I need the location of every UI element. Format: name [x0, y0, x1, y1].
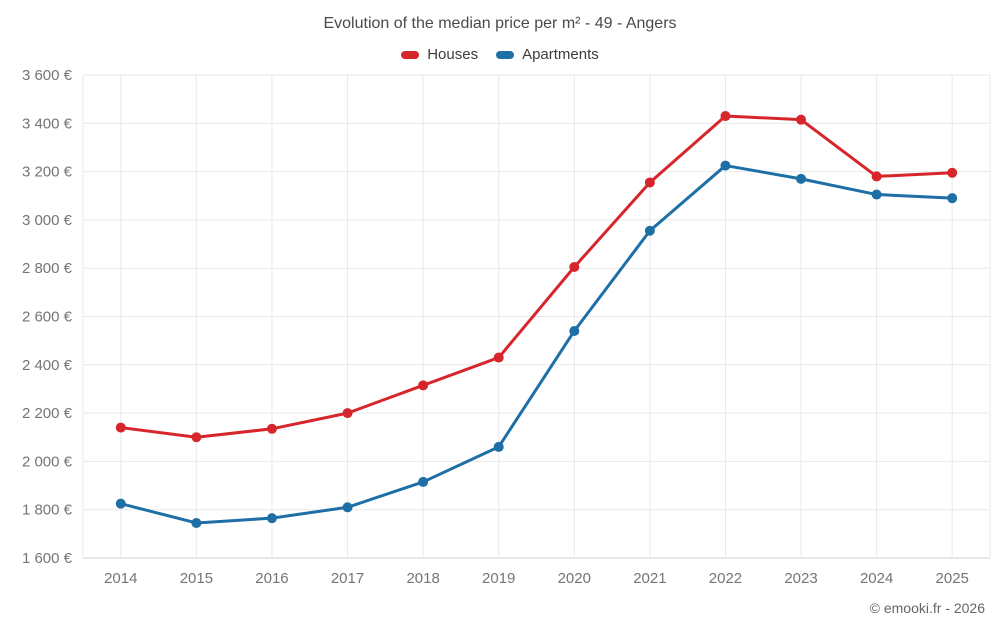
apartments-marker[interactable] [871, 189, 882, 200]
apartments-swatch-icon [496, 50, 515, 59]
x-axis-tick-label: 2016 [255, 570, 288, 587]
houses-marker[interactable] [569, 261, 580, 272]
houses-marker[interactable] [493, 352, 504, 363]
y-axis-tick-label: 1 600 € [22, 550, 73, 567]
apartments-marker[interactable] [947, 193, 958, 204]
y-axis-tick-label: 3 600 € [22, 67, 73, 84]
apartments-marker[interactable] [720, 160, 731, 171]
x-axis-tick-label: 2023 [784, 570, 817, 587]
x-axis-tick-label: 2020 [558, 570, 591, 587]
x-axis-tick-label: 2019 [482, 570, 515, 587]
apartments-marker[interactable] [796, 173, 807, 184]
houses-marker[interactable] [266, 423, 277, 434]
apartments-marker[interactable] [115, 498, 126, 509]
x-axis-tick-label: 2024 [860, 570, 893, 587]
houses-swatch-icon [401, 50, 420, 59]
apartments-marker[interactable] [418, 476, 429, 487]
x-axis-tick-label: 2018 [406, 570, 439, 587]
apartments-marker[interactable] [569, 325, 580, 336]
y-axis-tick-label: 3 200 € [22, 164, 73, 181]
legend-label: Apartments [522, 46, 599, 63]
legend-label: Houses [427, 46, 479, 63]
x-axis-tick-label: 2025 [936, 570, 969, 587]
y-axis-tick-label: 2 000 € [22, 453, 73, 470]
houses-marker[interactable] [644, 177, 655, 188]
apartments-marker[interactable] [342, 502, 353, 513]
x-axis-tick-label: 2021 [633, 570, 666, 587]
apartments-marker[interactable] [266, 513, 277, 524]
apartments-marker[interactable] [191, 517, 202, 528]
y-axis-tick-label: 2 200 € [22, 405, 73, 422]
houses-marker[interactable] [342, 408, 353, 419]
y-axis-tick-label: 2 800 € [22, 260, 73, 277]
houses-line [119, 114, 954, 439]
x-axis-tick-label: 2015 [180, 570, 213, 587]
houses-marker[interactable] [796, 114, 807, 125]
x-axis-tick-label: 2022 [709, 570, 742, 587]
houses-marker[interactable] [115, 422, 126, 433]
houses-marker[interactable] [947, 167, 958, 178]
y-axis-tick-label: 3 400 € [22, 115, 73, 132]
y-axis-tick-label: 2 600 € [22, 309, 73, 326]
houses-marker[interactable] [871, 171, 882, 182]
legend: Houses Apartments [0, 46, 1000, 63]
legend-item-apartments[interactable]: Apartments [496, 46, 599, 63]
houses-marker[interactable] [720, 111, 731, 122]
y-axis-tick-label: 2 400 € [22, 357, 73, 374]
x-axis-tick-label: 2017 [331, 570, 364, 587]
houses-marker[interactable] [418, 380, 429, 391]
chart-title: Evolution of the median price per m² - 4… [323, 15, 677, 32]
y-axis-tick-label: 1 800 € [22, 502, 73, 519]
y-axis-tick-label: 3 000 € [22, 212, 73, 229]
apartments-marker[interactable] [644, 225, 655, 236]
apartments-line [119, 164, 954, 525]
legend-item-houses[interactable]: Houses [401, 46, 478, 63]
copyright: © emooki.fr - 2026 [869, 600, 985, 616]
x-axis-tick-label: 2014 [104, 570, 137, 587]
apartments-marker[interactable] [493, 441, 504, 452]
houses-marker[interactable] [191, 432, 202, 443]
